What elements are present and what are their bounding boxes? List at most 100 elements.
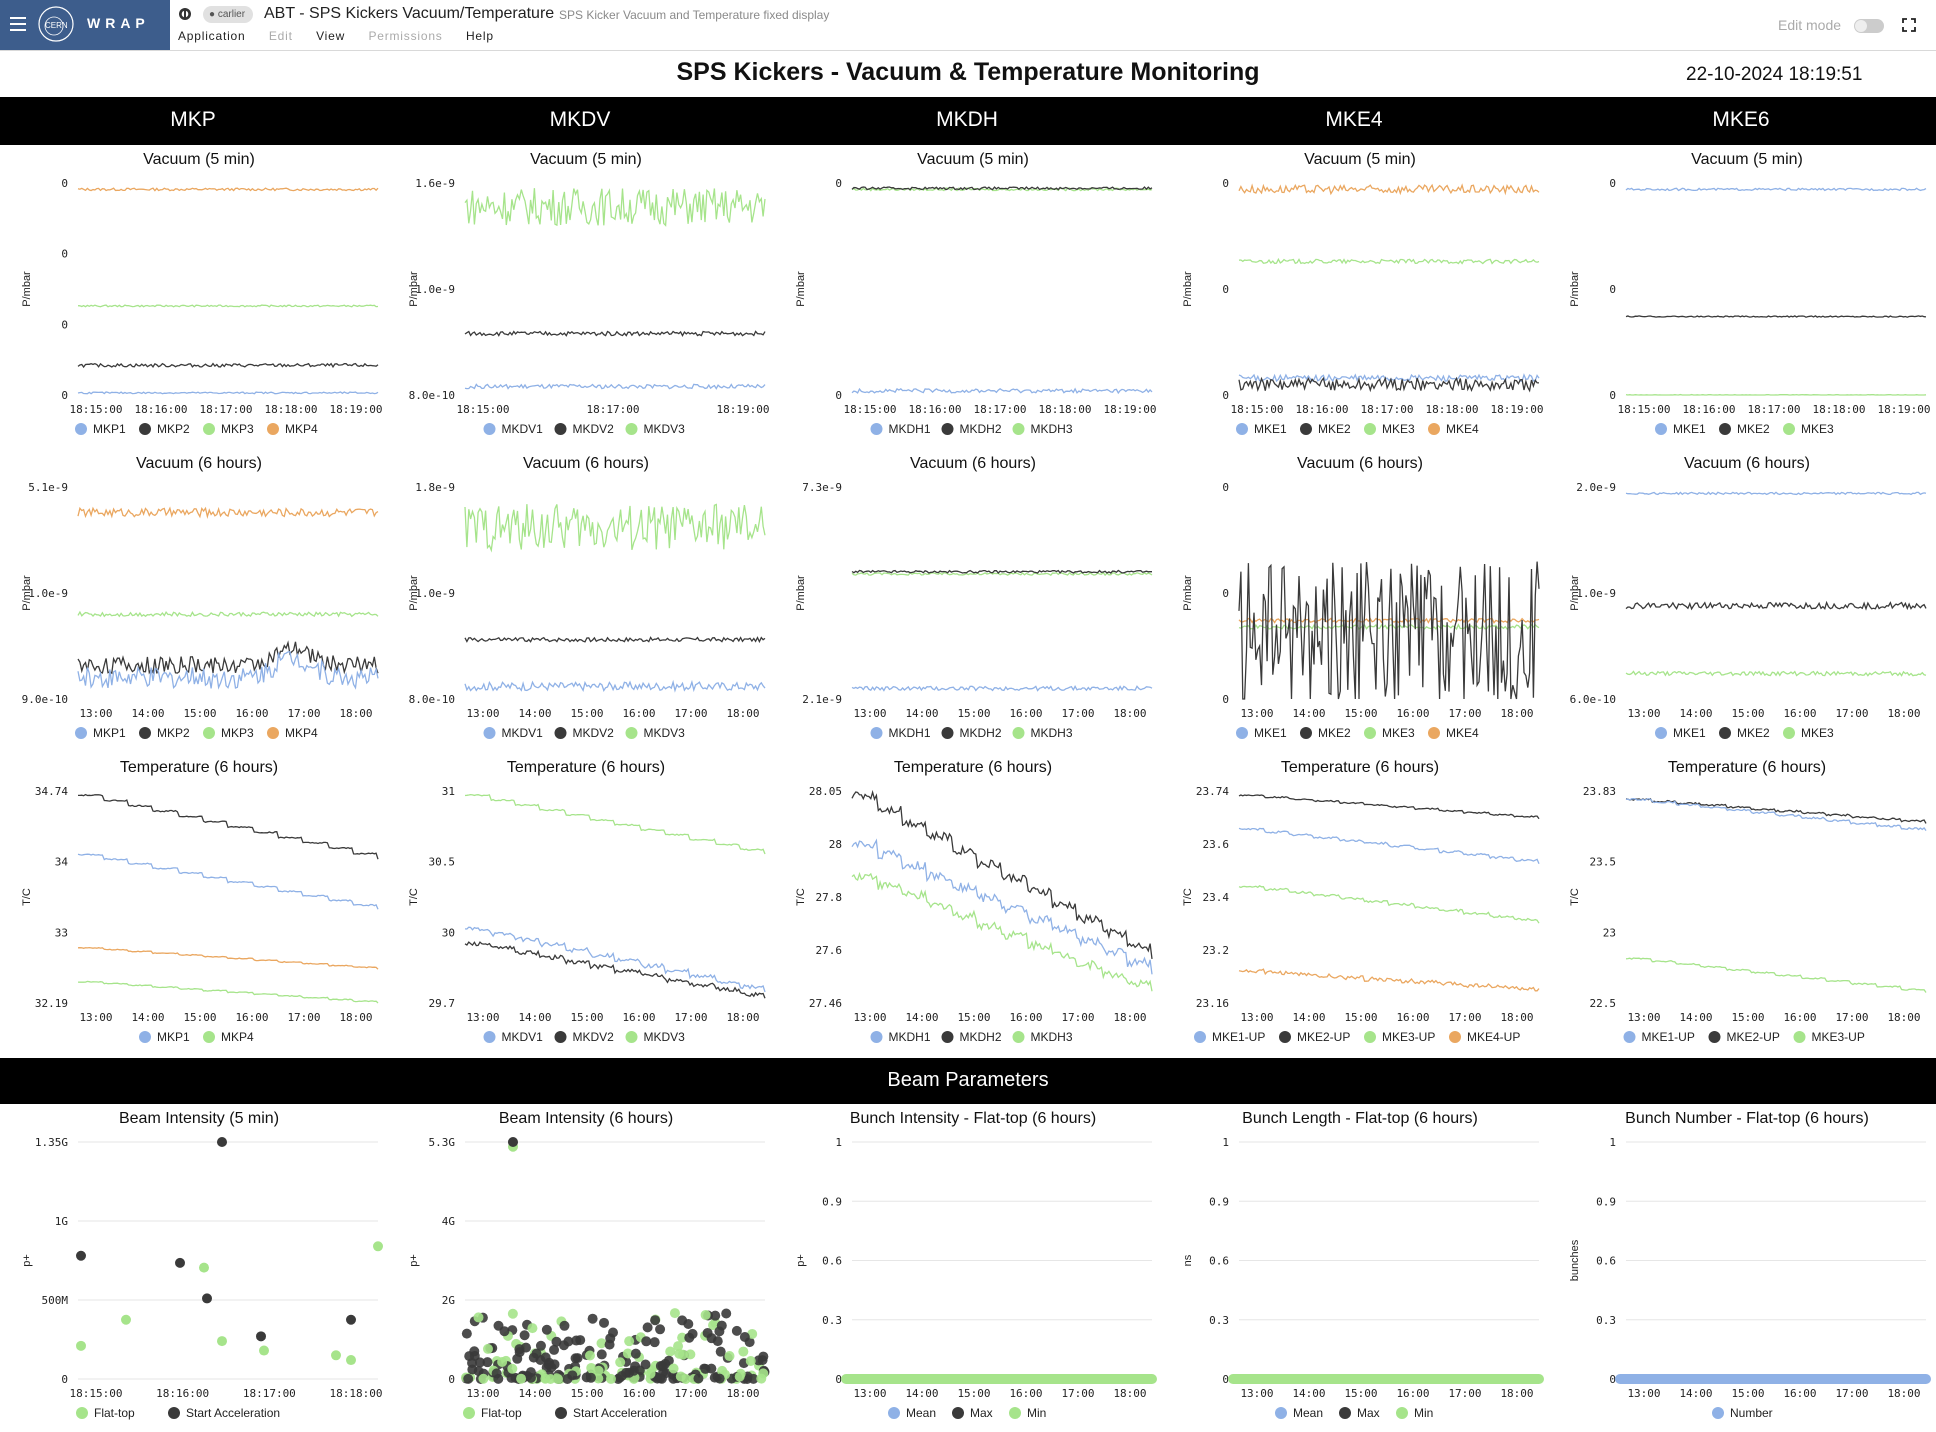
legend-item[interactable]: MKDH3: [1012, 422, 1073, 436]
legend-item[interactable]: MKE4: [1428, 422, 1479, 436]
legend-item[interactable]: Start Acceleration: [555, 1406, 667, 1420]
x-tick-label: 14:00: [905, 1387, 938, 1400]
edit-mode-label: Edit mode: [1778, 17, 1842, 33]
legend-item[interactable]: MKP3: [203, 726, 254, 740]
legend-item[interactable]: Mean: [1275, 1406, 1323, 1420]
legend-item[interactable]: Start Acceleration: [168, 1406, 280, 1420]
legend-item[interactable]: Flat-top: [463, 1406, 522, 1420]
legend-item[interactable]: MKDH1: [870, 1030, 931, 1044]
legend-item[interactable]: MKE2-UP: [1279, 1030, 1350, 1044]
legend-item[interactable]: MKE1-UP: [1194, 1030, 1265, 1044]
legend-item[interactable]: MKDV3: [625, 1030, 686, 1044]
legend-item[interactable]: MKDH2: [941, 1030, 1002, 1044]
legend-label: MKE2: [1318, 422, 1351, 436]
data-point: [700, 1309, 711, 1320]
legend-item[interactable]: MKP1: [75, 422, 126, 436]
menu-edit[interactable]: Edit: [268, 29, 293, 43]
y-tick-label: 23.16: [1196, 997, 1229, 1010]
data-point: [668, 1363, 679, 1374]
legend-item[interactable]: Min: [1396, 1406, 1433, 1420]
legend-item[interactable]: Max: [1339, 1406, 1380, 1420]
legend-item[interactable]: MKP4: [267, 422, 318, 436]
legend-item[interactable]: MKE1: [1655, 422, 1706, 436]
legend-item[interactable]: MKDH2: [941, 422, 1002, 436]
legend-item[interactable]: MKDV3: [625, 422, 686, 436]
menu-permissions[interactable]: Permissions: [368, 29, 443, 43]
legend-item[interactable]: MKE1: [1655, 726, 1706, 740]
legend-item[interactable]: MKE3: [1364, 422, 1415, 436]
menu-application[interactable]: Application: [178, 29, 246, 43]
legend-item[interactable]: Number: [1712, 1406, 1773, 1420]
legend-item[interactable]: MKDV2: [554, 726, 615, 740]
hamburger-menu-icon[interactable]: [10, 17, 26, 31]
legend-item[interactable]: MKE3: [1364, 726, 1415, 740]
legend-item[interactable]: MKDV2: [554, 1030, 615, 1044]
legend-swatch: [1364, 423, 1376, 435]
legend-item[interactable]: MKE1-UP: [1623, 1030, 1695, 1044]
edit-mode-toggle[interactable]: [1854, 19, 1884, 33]
legend-item[interactable]: MKDH2: [941, 726, 1002, 740]
legend-item[interactable]: MKDH3: [1012, 726, 1073, 740]
legend-swatch: [483, 423, 496, 435]
legend-label: MKP2: [157, 726, 190, 740]
data-point: [714, 1373, 725, 1384]
legend-item[interactable]: Flat-top: [76, 1406, 135, 1420]
menu-view[interactable]: View: [316, 29, 346, 43]
legend-item[interactable]: MKE1: [1236, 726, 1287, 740]
user-chip[interactable]: ● carlier: [203, 6, 254, 23]
x-tick-label: 18:00: [339, 1011, 372, 1024]
chart-svg: Vacuum (6 hours) 1.8e-9 1.0e-9 8.0e-10 P/mba…: [408, 455, 766, 740]
legend-label: Flat-top: [94, 1406, 135, 1420]
legend-item[interactable]: MKE3-UP: [1364, 1030, 1435, 1044]
x-tick-label: 14:00: [1292, 1011, 1325, 1024]
chart-svg: Temperature (6 hours) 23.74 23.6 23.4 23.2 23…: [1182, 759, 1540, 1044]
legend-item[interactable]: MKE1: [1236, 422, 1287, 436]
legend-item[interactable]: MKP1: [75, 726, 126, 740]
legend-item[interactable]: MKE3: [1783, 726, 1834, 740]
column-header-band: MKP MKDV MKDH MKE4 MKE6: [0, 97, 1936, 145]
legend-label: MKDV1: [502, 726, 544, 740]
legend-item[interactable]: MKP4: [267, 726, 318, 740]
legend-item[interactable]: MKP2: [139, 422, 190, 436]
legend-item[interactable]: Max: [952, 1406, 993, 1420]
data-point: [702, 1327, 713, 1338]
legend-item[interactable]: MKE2: [1300, 422, 1351, 436]
chart-svg: Vacuum (6 hours) 5.1e-9 1.0e-9 9.0e-10 P/mba…: [21, 455, 379, 740]
x-tick-label: 18:15:00: [70, 1387, 123, 1400]
legend-item[interactable]: MKP3: [203, 422, 254, 436]
legend-item[interactable]: MKDV2: [554, 422, 615, 436]
y-tick-label: 1.35G: [35, 1136, 68, 1149]
legend-item[interactable]: MKE2: [1300, 726, 1351, 740]
legend-item[interactable]: Mean: [888, 1406, 936, 1420]
legend-swatch: [76, 1407, 88, 1419]
legend-item[interactable]: MKDV3: [625, 726, 686, 740]
legend-item[interactable]: MKE4: [1428, 726, 1479, 740]
y-tick-label: 0: [1222, 587, 1229, 600]
data-point: [663, 1355, 674, 1366]
menu-help[interactable]: Help: [465, 29, 494, 43]
legend-item[interactable]: MKDV1: [483, 422, 544, 436]
y-axis-label: P/mbar: [795, 271, 807, 307]
fullscreen-icon[interactable]: [1902, 18, 1916, 32]
legend-item[interactable]: MKE3-UP: [1793, 1030, 1865, 1044]
legend-item[interactable]: MKDH3: [1012, 1030, 1073, 1044]
legend-item[interactable]: MKDH1: [870, 726, 931, 740]
data-point: [346, 1355, 356, 1366]
legend-item[interactable]: MKE2: [1719, 726, 1770, 740]
chart-12: Temperature (6 hours) 31 30.5 30 29.7 T/C 13:0…: [387, 753, 773, 1053]
legend-item[interactable]: MKP4: [203, 1030, 254, 1044]
legend-item[interactable]: MKE4-UP: [1449, 1030, 1520, 1044]
legend-item[interactable]: MKDV1: [483, 726, 544, 740]
globe-icon[interactable]: [178, 7, 192, 21]
legend-item[interactable]: MKDH1: [870, 422, 931, 436]
legend-item[interactable]: MKP1: [139, 1030, 190, 1044]
data-point: [677, 1349, 688, 1360]
legend-item[interactable]: MKE3: [1783, 422, 1834, 436]
legend-item[interactable]: MKP2: [139, 726, 190, 740]
legend-item[interactable]: MKDV1: [483, 1030, 544, 1044]
legend-item[interactable]: MKE2: [1719, 422, 1770, 436]
series-line: [77, 946, 379, 970]
data-point: [469, 1346, 480, 1357]
legend-item[interactable]: MKE2-UP: [1708, 1030, 1780, 1044]
legend-item[interactable]: Min: [1009, 1406, 1046, 1420]
